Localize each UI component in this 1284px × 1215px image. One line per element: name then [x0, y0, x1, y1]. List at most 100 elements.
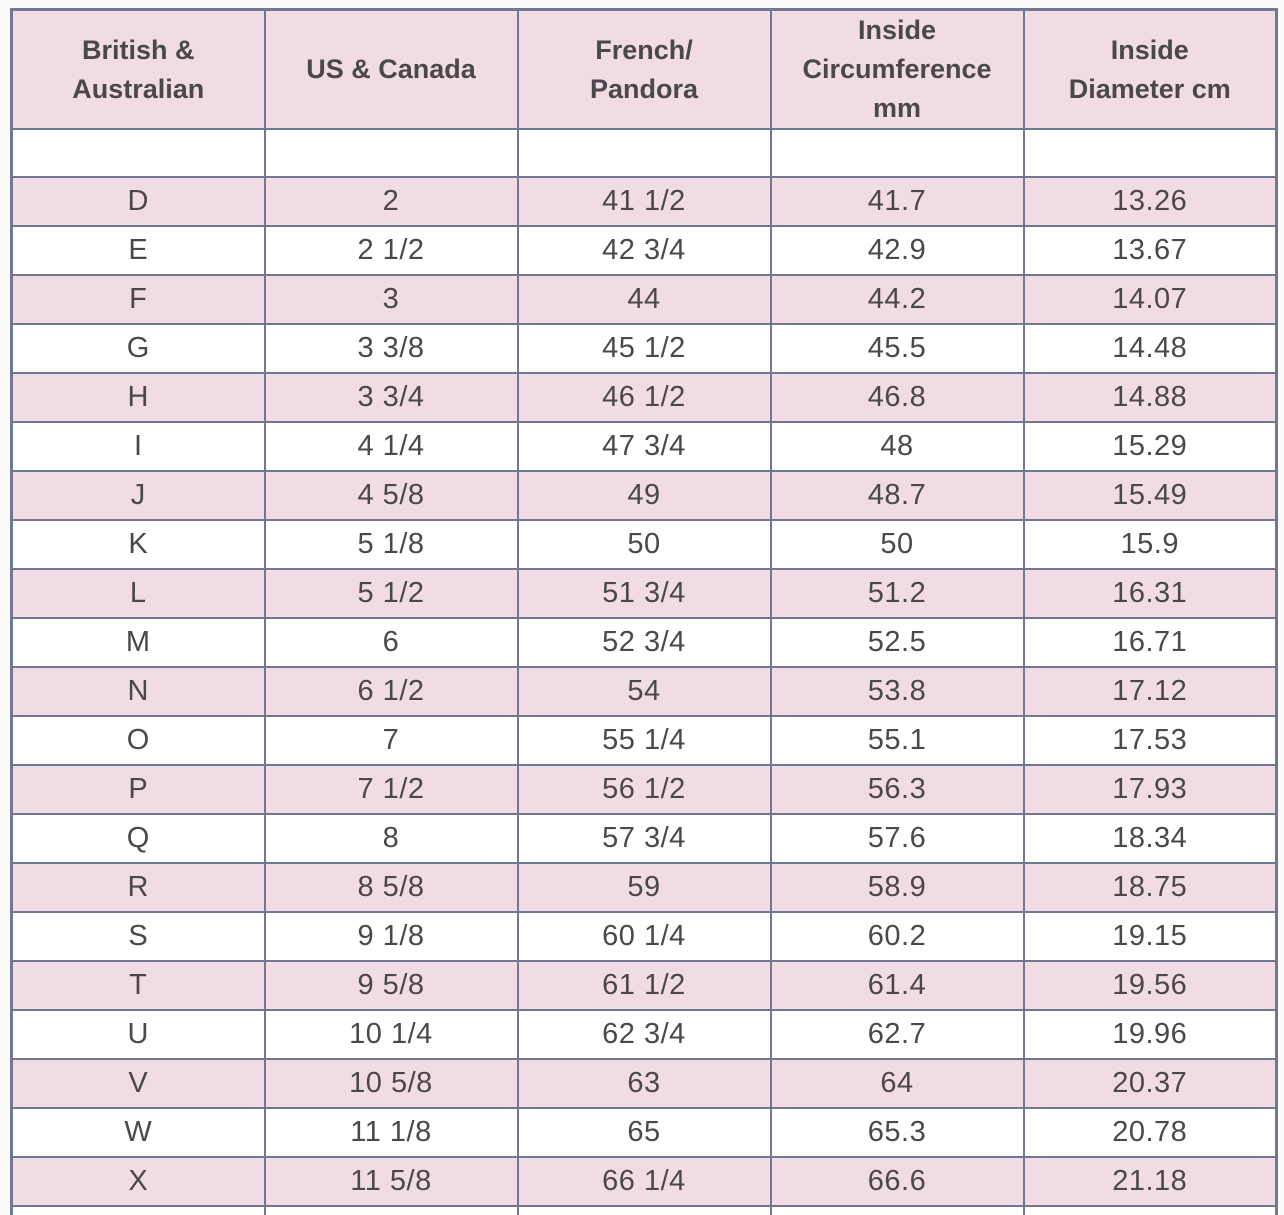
table-cell: 57 3/4 — [516, 813, 772, 865]
table-cell: T — [10, 960, 266, 1012]
column-header-inside-circumference-mm: Inside Circumference mm — [769, 8, 1025, 131]
header-row: British & Australian US & Canada French/… — [10, 8, 1278, 131]
table-cell: 17.53 — [1022, 715, 1278, 767]
table-cell: 55 1/4 — [516, 715, 772, 767]
spacer-cell — [263, 128, 519, 179]
table-cell: 3 3/8 — [263, 323, 519, 375]
table-cell: 6 — [263, 617, 519, 669]
table-cell: 45 1/2 — [516, 323, 772, 375]
table-cell: 66.6 — [769, 1156, 1025, 1208]
table-cell: 18.34 — [1022, 813, 1278, 865]
table-cell: Q — [10, 813, 266, 865]
table-cell: 8 5/8 — [263, 862, 519, 914]
column-header-british-australian: British & Australian — [10, 8, 266, 131]
table-cell: 53.8 — [769, 666, 1025, 718]
table-cell: 60.2 — [769, 911, 1025, 963]
table-row: W 11 1/8 65 65.3 20.78 — [10, 1107, 1278, 1159]
table-cell: 16.31 — [1022, 568, 1278, 620]
spacer-cell — [1022, 128, 1278, 179]
table-cell: 2 1/2 — [263, 225, 519, 277]
table-cell: F — [10, 274, 266, 326]
table-cell: S — [10, 911, 266, 963]
table-cell: 52 3/4 — [516, 617, 772, 669]
table-cell: 19.56 — [1022, 960, 1278, 1012]
column-header-french-pandora: French/ Pandora — [516, 8, 772, 131]
table-cell: E — [10, 225, 266, 277]
table-cell: 61.4 — [769, 960, 1025, 1012]
table-cell: 15.9 — [1022, 519, 1278, 571]
table-cell: 48.7 — [769, 470, 1025, 522]
table-cell: M — [10, 617, 266, 669]
table-cell: 5 1/8 — [263, 519, 519, 571]
table-cell: 48 — [769, 421, 1025, 473]
table-cell: 60 1/4 — [516, 911, 772, 963]
table-cell: 16.71 — [1022, 617, 1278, 669]
table-cell: X — [10, 1156, 266, 1208]
table-cell: 44 — [516, 274, 772, 326]
table-cell: 17.12 — [1022, 666, 1278, 718]
table-cell: G — [10, 323, 266, 375]
table-cell: 57.6 — [769, 813, 1025, 865]
table-cell: 41 1/2 — [516, 176, 772, 228]
spacer-cell — [516, 128, 772, 179]
table-cell: 46 1/2 — [516, 372, 772, 424]
table-cell: 3 3/4 — [263, 372, 519, 424]
table-cell: 47 3/4 — [516, 421, 772, 473]
spacer-cell — [10, 128, 266, 179]
table-cell: J — [10, 470, 266, 522]
table-cell: 64 — [769, 1058, 1025, 1110]
table-cell: 54 — [516, 666, 772, 718]
table-cell: I — [10, 421, 266, 473]
table-cell: P — [10, 764, 266, 816]
table-cell: V — [10, 1058, 266, 1110]
table-cell: 20.37 — [1022, 1058, 1278, 1110]
table-cell: 21.18 — [1022, 1156, 1278, 1208]
table-cell: 14.07 — [1022, 274, 1278, 326]
table-cell: U — [10, 1009, 266, 1061]
table-cell: 11 5/8 — [263, 1156, 519, 1208]
table-cell: 6 1/2 — [263, 666, 519, 718]
table-cell: 17.93 — [1022, 764, 1278, 816]
table-cell: H — [10, 372, 266, 424]
table-row: Q 8 57 3/4 57.6 18.34 — [10, 813, 1278, 865]
table-cell — [769, 1205, 1025, 1215]
table-cell: 65 — [516, 1107, 772, 1159]
table-cell: 50 — [769, 519, 1025, 571]
table-cell: 50 — [516, 519, 772, 571]
table-cell: 63 — [516, 1058, 772, 1110]
table-cell: 62 3/4 — [516, 1009, 772, 1061]
table-cell: 8 — [263, 813, 519, 865]
table-cell: 14.48 — [1022, 323, 1278, 375]
table-cell: 19.15 — [1022, 911, 1278, 963]
table-cell: 62.7 — [769, 1009, 1025, 1061]
table-cell: 5 1/2 — [263, 568, 519, 620]
table-cell: 19.96 — [1022, 1009, 1278, 1061]
column-header-inside-diameter-cm: Inside Diameter cm — [1022, 8, 1278, 131]
table-cell: 4 1/4 — [263, 421, 519, 473]
table-cell: 56.3 — [769, 764, 1025, 816]
table-cell: 51 3/4 — [516, 568, 772, 620]
table-cell: 15.49 — [1022, 470, 1278, 522]
table-cell: 9 1/8 — [263, 911, 519, 963]
table-cell: R — [10, 862, 266, 914]
table-cell: 55.1 — [769, 715, 1025, 767]
table-cell: 65.3 — [769, 1107, 1025, 1159]
table-cell: 44.2 — [769, 274, 1025, 326]
table-cell: 14.88 — [1022, 372, 1278, 424]
table-cell: 2 — [263, 176, 519, 228]
table-cell: 7 — [263, 715, 519, 767]
table-cell — [1022, 1205, 1278, 1215]
table-cell: 59 — [516, 862, 772, 914]
table-cell: 42 3/4 — [516, 225, 772, 277]
table-cell: 46.8 — [769, 372, 1025, 424]
table-cell: 4 5/8 — [263, 470, 519, 522]
table-cell: 10 1/4 — [263, 1009, 519, 1061]
